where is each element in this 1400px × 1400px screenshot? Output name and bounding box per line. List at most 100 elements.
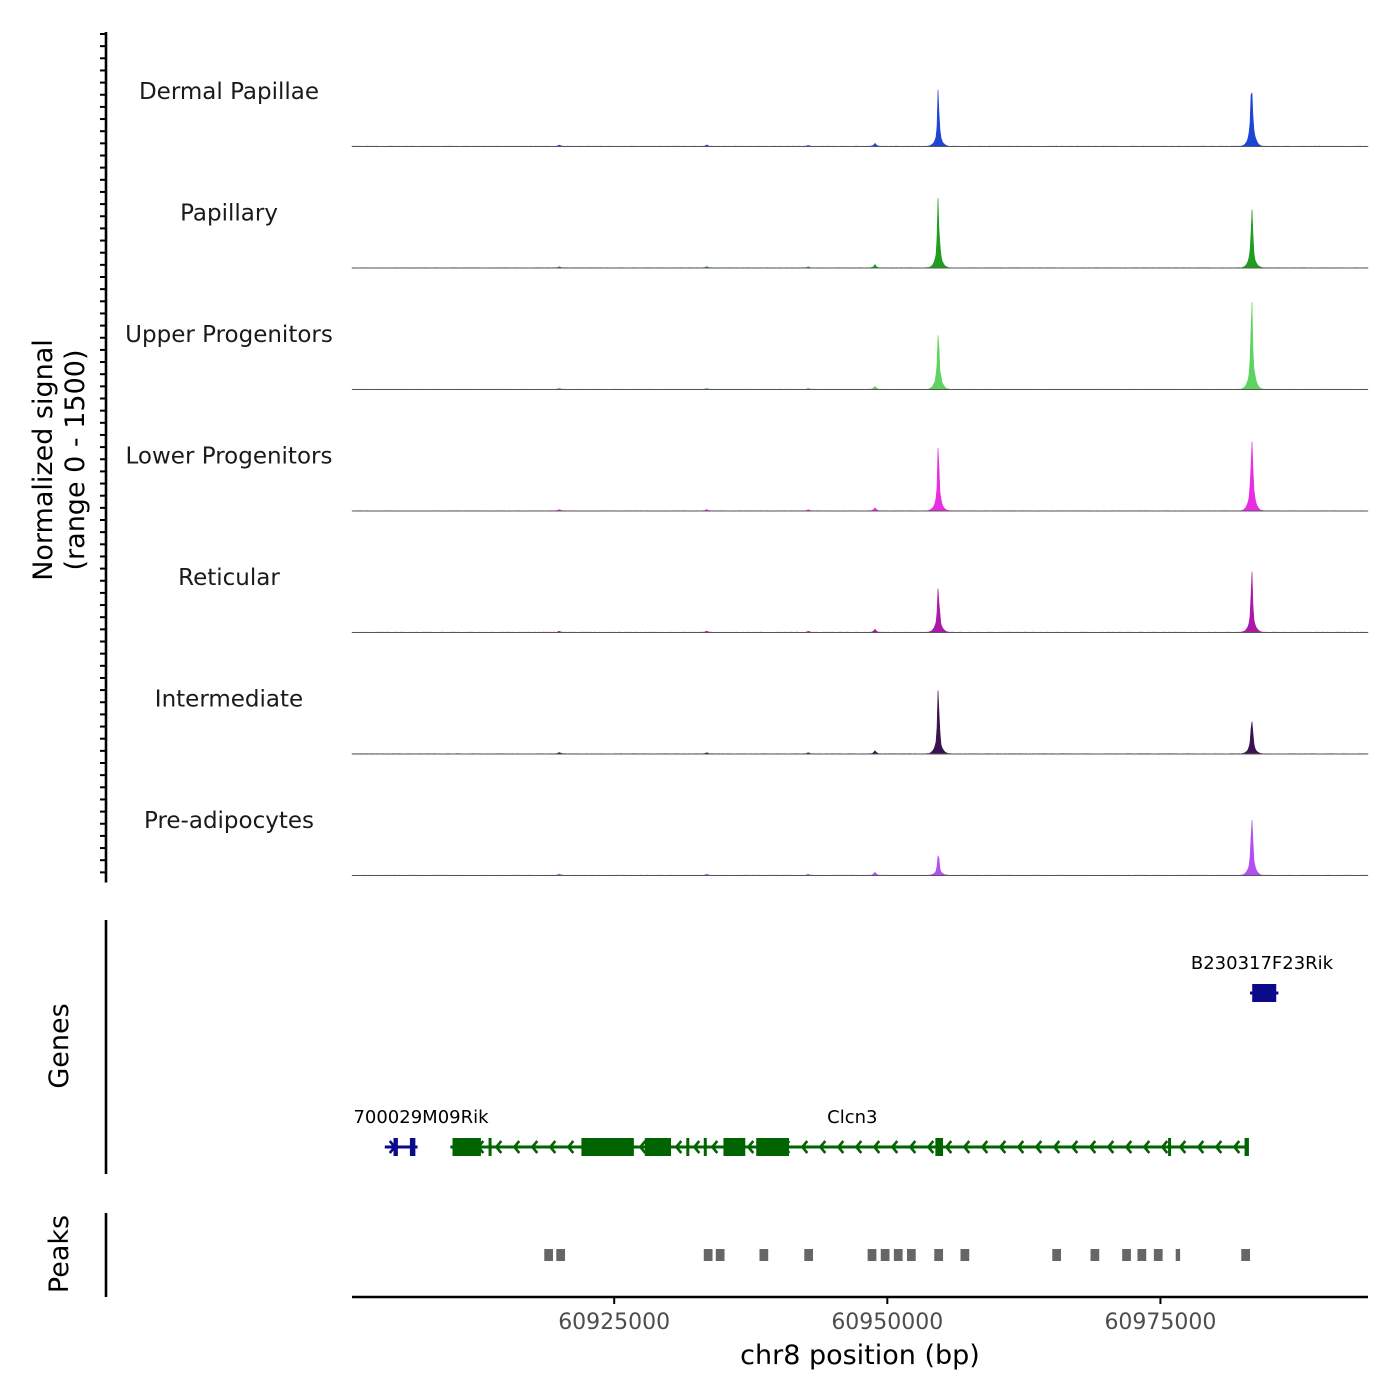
gene-strand-arrow (494, 1140, 503, 1154)
gene-strand-arrow (908, 1140, 917, 1154)
gene-exon (393, 1138, 398, 1156)
gene-strand-arrow (926, 1140, 935, 1154)
gene-strand-arrow (818, 1140, 827, 1154)
gene-strand-arrow (674, 1140, 683, 1154)
gene-exon (1244, 1138, 1249, 1156)
coverage-signal-area (351, 89, 1369, 147)
gene-label: B230317F23Rik (1191, 953, 1334, 974)
gene-strand-arrow (1142, 1140, 1151, 1154)
coverage-track-label: Reticular (178, 565, 280, 591)
x-axis-tick-label: 60925000 (558, 1310, 670, 1335)
gene-exon (756, 1138, 789, 1156)
coverage-track: Intermediate (100, 640, 1369, 755)
gene-strand-arrow (872, 1140, 881, 1154)
coverage-signal-area (351, 301, 1369, 390)
coverage-signal-area (351, 690, 1369, 755)
coverage-track: Dermal Papillae (100, 33, 1369, 147)
peak-region (906, 1249, 916, 1261)
coverage-track: Lower Progenitors (100, 397, 1369, 512)
gene-exon (935, 1138, 944, 1156)
gene-label: 700029M09Rik (353, 1107, 489, 1128)
genes-panel-label: Genes (44, 1003, 75, 1088)
gene-strand-arrow (1196, 1140, 1205, 1154)
peak-region (1241, 1249, 1251, 1261)
gene-strand-arrow (512, 1140, 521, 1154)
peak-region (867, 1249, 877, 1261)
peak-region (960, 1249, 970, 1261)
coverage-track-label: Intermediate (155, 687, 303, 713)
y-axis-title-line2: (range 0 - 1500) (60, 350, 91, 571)
gene-model: 700029M09Rik (353, 1107, 489, 1156)
coverage-track-label: Pre-adipocytes (144, 808, 314, 834)
peak-region (1137, 1249, 1147, 1261)
peaks-panel (104, 1213, 1251, 1297)
peak-region (893, 1249, 903, 1261)
gene-strand-arrow (800, 1140, 809, 1154)
coverage-signal-area (351, 571, 1369, 633)
gene-exon (581, 1138, 634, 1156)
gene-exon (452, 1138, 481, 1156)
gene-strand-arrow (1178, 1140, 1187, 1154)
coverage-track-label: Upper Progenitors (125, 322, 333, 348)
gene-strand-arrow (1124, 1140, 1133, 1154)
x-axis: 60925000 60950000 60975000 (352, 1295, 1368, 1335)
gene-strand-arrow (1052, 1140, 1061, 1154)
gene-model: Clcn3 (450, 1107, 1249, 1156)
gene-exon (1252, 984, 1277, 1002)
x-axis-tick-label: 60975000 (1104, 1310, 1216, 1335)
peak-region (934, 1249, 944, 1261)
gene-strand-arrow (1106, 1140, 1115, 1154)
coverage-track: Papillary (100, 154, 1369, 269)
gene-strand-arrow (692, 1140, 701, 1154)
gene-exon (723, 1138, 746, 1156)
x-axis-tick-label: 60950000 (831, 1310, 943, 1335)
coverage-track-label: Lower Progenitors (126, 444, 333, 470)
peak-region (715, 1249, 725, 1261)
peak-region (880, 1249, 890, 1261)
gene-strand-arrow (854, 1140, 863, 1154)
gene-exon (703, 1138, 707, 1156)
peak-region (804, 1249, 814, 1261)
gene-strand-arrow (710, 1140, 719, 1154)
gene-label: Clcn3 (827, 1107, 877, 1128)
gene-strand-arrow (836, 1140, 845, 1154)
y-axis-title-line1: Normalized signal (28, 339, 59, 581)
gene-strand-arrow (566, 1140, 575, 1154)
gene-strand-arrow (980, 1140, 989, 1154)
gene-strand-arrow (530, 1140, 539, 1154)
genes-panel: B230317F23Rik 700029M09Rik Clcn3 (104, 920, 1334, 1174)
peak-region (759, 1249, 769, 1261)
coverage-track: Upper Progenitors (100, 276, 1369, 390)
gene-strand-arrow (1070, 1140, 1079, 1154)
coverage-track-label: Dermal Papillae (139, 79, 319, 105)
gene-exon (409, 1138, 416, 1156)
gene-exon (1168, 1138, 1172, 1156)
coverage-track: Pre-adipocytes (100, 762, 1369, 876)
peak-region (1052, 1249, 1062, 1261)
gene-strand-arrow (1034, 1140, 1043, 1154)
gene-strand-arrow (1160, 1140, 1169, 1154)
peak-region (1153, 1249, 1163, 1261)
coverage-track-label: Papillary (180, 201, 278, 227)
peaks-panel-label: Peaks (44, 1215, 75, 1293)
gene-exon (644, 1138, 672, 1156)
peak-region (544, 1249, 554, 1261)
coverage-signal-area (351, 441, 1369, 512)
x-axis-title: chr8 position (bp) (740, 1340, 980, 1371)
gene-strand-arrow (548, 1140, 557, 1154)
peak-region (1122, 1249, 1131, 1261)
peak-region (556, 1249, 566, 1261)
gene-strand-arrow (998, 1140, 1007, 1154)
gene-strand-arrow (1214, 1140, 1223, 1154)
gene-strand-arrow (1232, 1140, 1241, 1154)
gene-strand-arrow (890, 1140, 899, 1154)
coverage-signal-area (351, 819, 1369, 876)
gene-model: B230317F23Rik (1191, 953, 1334, 1002)
coverage-track: Reticular (100, 519, 1369, 633)
coverage-panel: Dermal Papillae Papillary Upper Progenitor… (100, 32, 1369, 883)
coverage-signal-area (351, 198, 1369, 269)
gene-strand-arrow (746, 1140, 755, 1154)
gene-strand-arrow (944, 1140, 953, 1154)
gene-strand-arrow (1016, 1140, 1025, 1154)
